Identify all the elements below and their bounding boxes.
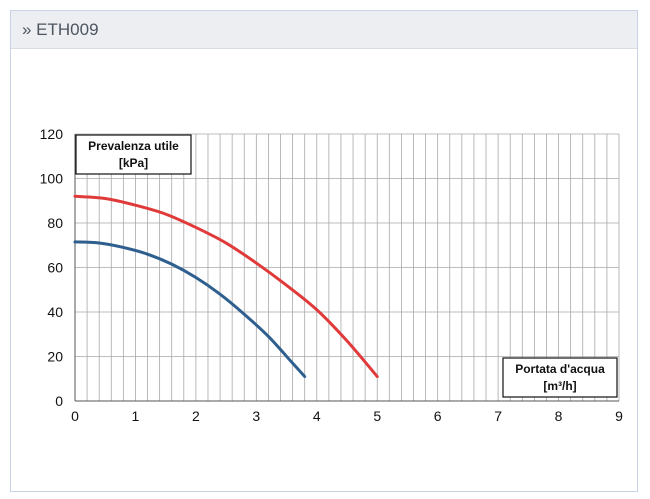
y-axis-label-line: Prevalenza utile xyxy=(88,139,179,153)
x-tick-label: 1 xyxy=(132,408,140,424)
x-tick-label: 5 xyxy=(373,408,381,424)
x-tick-label: 6 xyxy=(434,408,442,424)
x-tick-label: 2 xyxy=(192,408,200,424)
series-line-red xyxy=(73,194,379,379)
x-tick-label: 4 xyxy=(313,408,321,424)
x-tick-label: 9 xyxy=(615,408,623,424)
x-axis-label-line: Portata d'acqua xyxy=(515,362,605,376)
x-tick-label: 7 xyxy=(494,408,502,424)
panel-title: » ETH009 xyxy=(22,19,99,39)
x-axis-label-line: [m³/h] xyxy=(543,379,576,393)
x-tick-label: 8 xyxy=(555,408,563,424)
y-tick-label: 80 xyxy=(47,215,63,231)
x-axis-label-box xyxy=(502,357,618,398)
series-line-blue xyxy=(73,240,307,379)
pump-curve-chart: 0 20 40 60 80 100 120 0 1 2 3 4 5 6 7 8 9 Prevalenza util… xyxy=(40,126,623,424)
x-tick-label: 0 xyxy=(71,408,79,424)
y-axis-label-line: [kPa] xyxy=(119,156,148,170)
y-tick-label: 120 xyxy=(40,126,64,142)
y-tick-label: 100 xyxy=(40,171,64,187)
y-tick-label: 0 xyxy=(55,393,63,409)
y-tick-label: 60 xyxy=(47,260,63,276)
chart-panel: » ETH009 0 20 40 60 80 100 120 0 1 2 3 4 5 6 7 8 9 Preval… xyxy=(10,10,638,492)
chart-area: 0 20 40 60 80 100 120 0 1 2 3 4 5 6 7 8 9 Prevalenza util… xyxy=(11,49,637,491)
y-axis-label-box xyxy=(75,134,192,175)
y-tick-label: 40 xyxy=(47,304,63,320)
y-tick-label: 20 xyxy=(47,349,63,365)
x-tick-label: 3 xyxy=(252,408,260,424)
panel-header: » ETH009 xyxy=(11,11,637,49)
